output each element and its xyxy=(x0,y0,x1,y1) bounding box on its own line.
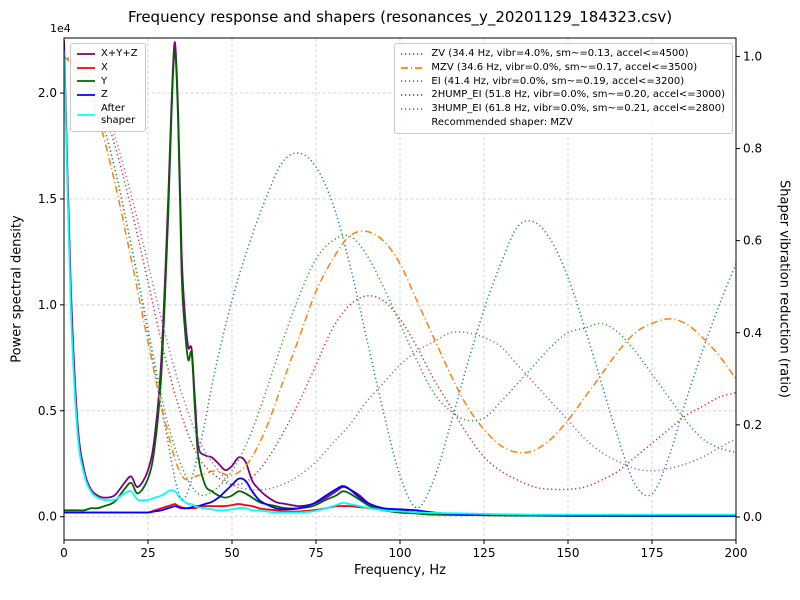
psd-curve-Z xyxy=(64,477,736,517)
x-tick-label: 75 xyxy=(308,546,323,560)
legend-line-sample xyxy=(401,66,426,69)
legend-line-sample xyxy=(77,80,95,83)
shaper-curve-2HUMP_EI xyxy=(64,55,736,491)
x-tick-label: 25 xyxy=(140,546,155,560)
legend-item: ZV (34.4 Hz, vibr=4.0%, sm~=0.13, accel<… xyxy=(400,48,725,60)
y-left-tick-label: 2.0 xyxy=(38,86,57,100)
legend-item: MZV (34.6 Hz, vibr=0.0%, sm~=0.17, accel… xyxy=(400,62,725,74)
y-right-tick-label: 0.4 xyxy=(743,326,762,340)
legend-line-sample xyxy=(77,66,95,69)
x-tick-label: 125 xyxy=(473,546,496,560)
legend-item: Z xyxy=(76,89,138,101)
legend-label: X xyxy=(101,61,108,73)
x-tick-label: 150 xyxy=(557,546,580,560)
legend-line-sample xyxy=(77,53,95,55)
y-left-tick-label: 1.0 xyxy=(38,298,57,312)
legend-label: After shaper xyxy=(101,103,136,126)
legend-item: X+Y+Z xyxy=(76,48,138,60)
x-axis-label: Frequency, Hz xyxy=(353,563,447,578)
legend-label: EI (41.4 Hz, vibr=0.0%, sm~=0.19, accel<… xyxy=(431,75,685,87)
legend-item: Y xyxy=(76,76,138,88)
legend-label: X+Y+Z xyxy=(101,48,138,59)
y-right-tick-label: 0.2 xyxy=(743,418,762,432)
legend-label: MZV (34.6 Hz, vibr=0.0%, sm~=0.17, accel… xyxy=(431,61,698,73)
legend-item: EI (41.4 Hz, vibr=0.0%, sm~=0.19, accel<… xyxy=(400,76,725,88)
legend-line-sample xyxy=(77,114,95,116)
legend-line-sample xyxy=(401,53,426,55)
legend-item: After shaper xyxy=(76,103,138,127)
y-axis-label-left: Power spectral density xyxy=(9,215,25,363)
legend-label: 2HUMP_EI (51.8 Hz, vibr=0.0%, sm~=0.20, … xyxy=(431,89,725,101)
x-tick-label: 0 xyxy=(60,546,68,560)
y-left-tick-label: 0.5 xyxy=(38,404,57,418)
plot-border xyxy=(63,37,737,541)
legend-item: 3HUMP_EI (61.8 Hz, vibr=0.0%, sm~=0.21, … xyxy=(400,103,725,115)
legend-label: Y xyxy=(101,75,108,87)
legend-label: ZV (34.4 Hz, vibr=4.0%, sm~=0.13, accel<… xyxy=(431,48,689,59)
x-tick-label: 50 xyxy=(224,546,239,560)
shaper-curve-MZV xyxy=(64,55,736,481)
psd-curve-After-shaper xyxy=(64,50,736,516)
y-axis-offset-label: 1e4 xyxy=(50,22,71,35)
x-tick-label: 200 xyxy=(725,546,748,560)
shaper-legend: ZV (34.4 Hz, vibr=4.0%, sm~=0.13, accel<… xyxy=(394,43,733,134)
y-right-tick-label: 0.8 xyxy=(743,142,762,156)
x-tick-label: 100 xyxy=(389,546,412,560)
y-right-tick-label: 1.0 xyxy=(743,49,762,63)
legend-label: 3HUMP_EI (61.8 Hz, vibr=0.0%, sm~=0.21, … xyxy=(431,103,725,115)
chart-title: Frequency response and shapers (resonanc… xyxy=(127,8,673,26)
y-right-tick-label: 0.0 xyxy=(743,510,762,524)
legend-item: X xyxy=(76,62,138,74)
y-left-tick-label: 1.5 xyxy=(38,192,57,206)
legend-line-sample xyxy=(401,80,426,83)
y-axis-label-right: Shaper vibration reduction (ratio) xyxy=(776,180,792,398)
y-left-tick-label: 0.0 xyxy=(38,510,57,524)
psd-legend: X+Y+Z X Y Z After shaper xyxy=(70,43,146,132)
legend-item: Recommended shaper: MZV xyxy=(400,117,725,129)
legend-label: Recommended shaper: MZV xyxy=(431,116,573,128)
x-tick-label: 175 xyxy=(641,546,664,560)
legend-line-sample xyxy=(77,94,95,97)
legend-item: 2HUMP_EI (51.8 Hz, vibr=0.0%, sm~=0.20, … xyxy=(400,89,725,101)
y-right-tick-label: 0.6 xyxy=(743,234,762,248)
legend-line-sample xyxy=(401,108,426,110)
legend-label: Z xyxy=(101,89,108,101)
legend-line-sample xyxy=(401,94,426,97)
